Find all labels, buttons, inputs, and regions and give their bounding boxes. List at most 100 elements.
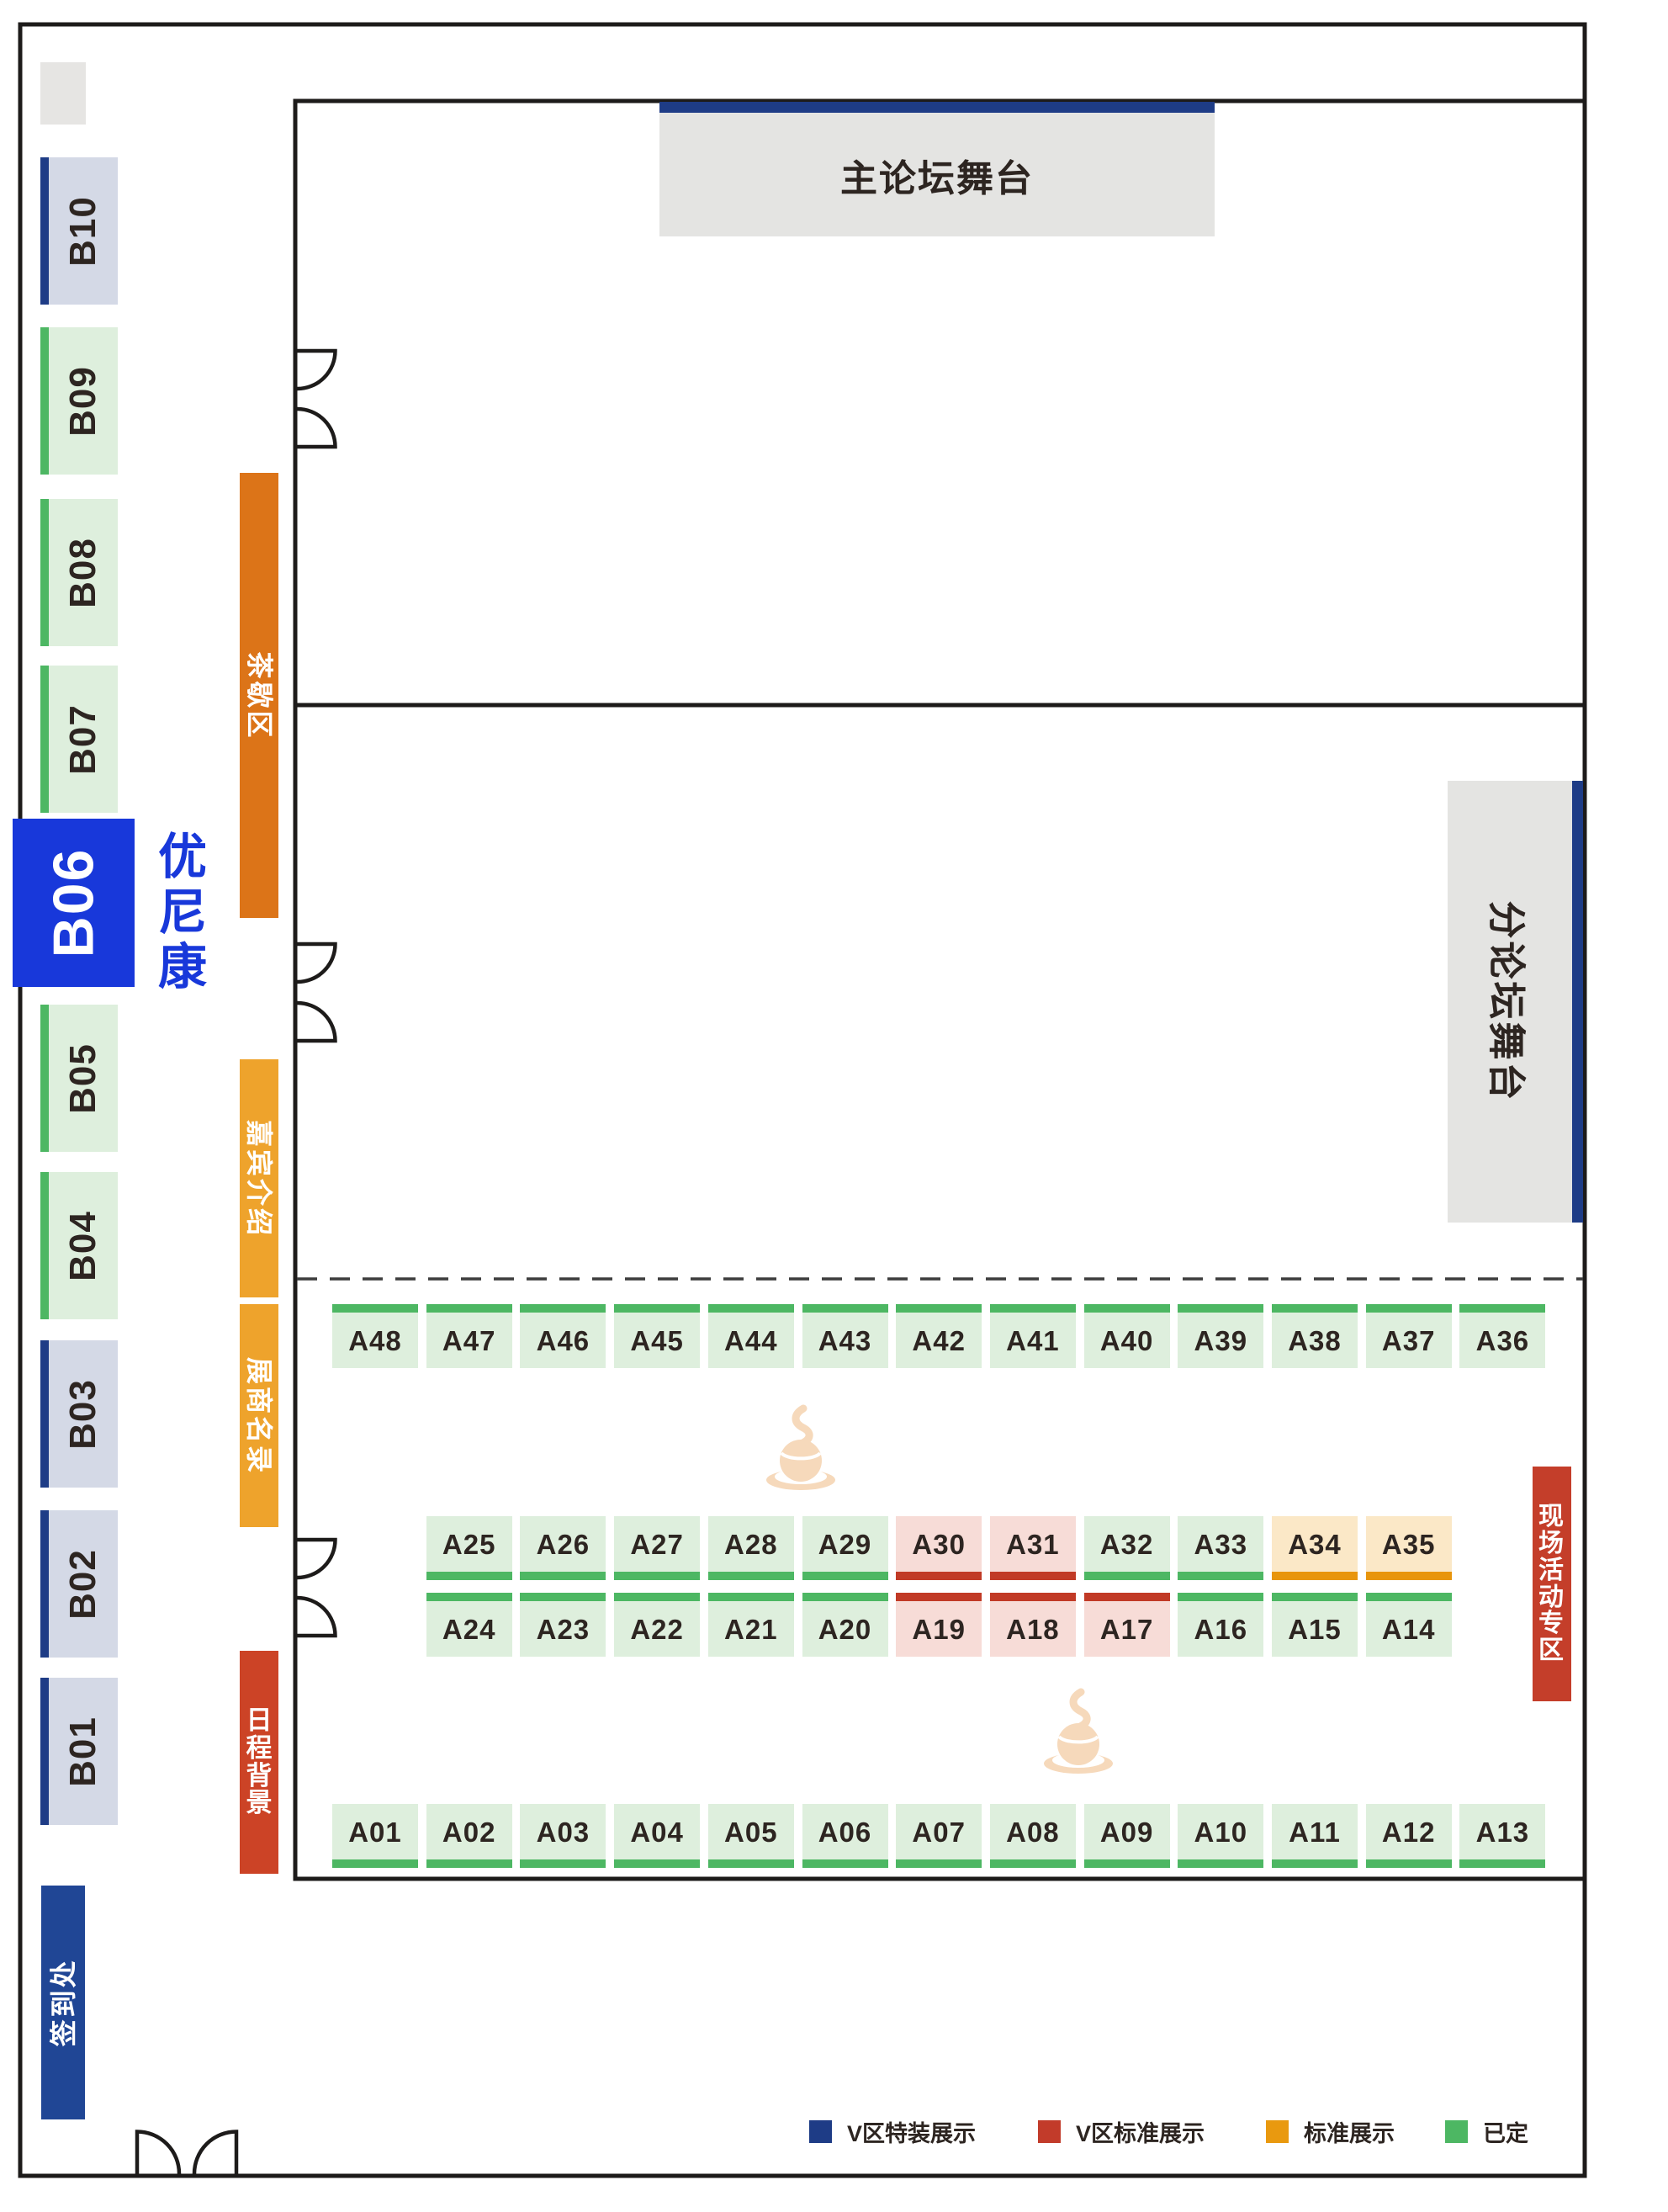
- booth-a25[interactable]: A25: [426, 1516, 512, 1580]
- booth-b05[interactable]: B05: [40, 1005, 118, 1152]
- door-icon-upper: [297, 348, 337, 449]
- booth-label: B01: [62, 1716, 103, 1787]
- booth-a10[interactable]: A10: [1178, 1804, 1264, 1868]
- booth-label: A48: [348, 1324, 402, 1356]
- zone-exhibitor-directory: 展商名录: [240, 1304, 278, 1527]
- featured-booth-label: B06: [41, 847, 106, 958]
- booth-label: B03: [62, 1378, 103, 1450]
- sub-stage-accent-bar: [1572, 781, 1583, 1223]
- zone-tea-break: 茶歇区: [240, 473, 278, 918]
- booth-a02[interactable]: A02: [426, 1804, 512, 1868]
- booth-a42[interactable]: A42: [896, 1304, 982, 1368]
- booth-label: A36: [1475, 1324, 1530, 1356]
- booth-a21[interactable]: A21: [707, 1593, 794, 1657]
- booth-a33[interactable]: A33: [1178, 1516, 1264, 1580]
- booth-a07[interactable]: A07: [896, 1804, 982, 1868]
- booth-b04[interactable]: B04: [40, 1172, 118, 1319]
- legend-item-vip_standard: V区标准展示: [1038, 2115, 1205, 2148]
- booth-a29[interactable]: A29: [802, 1516, 888, 1580]
- booth-label: A19: [912, 1613, 966, 1645]
- booth-a36[interactable]: A36: [1459, 1304, 1546, 1368]
- zone-live-activity-label: 现场活动专区: [1538, 1503, 1565, 1665]
- booth-a08[interactable]: A08: [989, 1804, 1076, 1868]
- main-stage-label: 主论坛舞台: [840, 157, 1034, 199]
- booth-a15[interactable]: A15: [1272, 1593, 1358, 1657]
- legend-swatch-vip_standard: [1038, 2120, 1061, 2143]
- booth-label: A05: [724, 1816, 778, 1848]
- booth-a47[interactable]: A47: [426, 1304, 512, 1368]
- booth-a03[interactable]: A03: [520, 1804, 606, 1868]
- booth-label: A33: [1194, 1528, 1248, 1560]
- booth-a05[interactable]: A05: [707, 1804, 794, 1868]
- main-stage-accent-bar: [659, 102, 1215, 113]
- booth-a44[interactable]: A44: [707, 1304, 794, 1368]
- booth-b07[interactable]: B07: [40, 666, 118, 813]
- booth-label: B05: [62, 1042, 103, 1114]
- booth-label: A10: [1194, 1816, 1248, 1848]
- booth-label: A18: [1006, 1613, 1060, 1645]
- booth-a13[interactable]: A13: [1459, 1804, 1546, 1868]
- booth-a09[interactable]: A09: [1083, 1804, 1170, 1868]
- booth-a19[interactable]: A19: [896, 1593, 982, 1657]
- booth-b10[interactable]: B10: [40, 157, 118, 305]
- booth-label: A29: [818, 1528, 872, 1560]
- zone-sign-in-label: 签到处: [48, 1958, 79, 2047]
- booth-a17[interactable]: A17: [1083, 1593, 1170, 1657]
- booth-label: A20: [818, 1613, 872, 1645]
- booth-a40[interactable]: A40: [1083, 1304, 1170, 1368]
- booth-label: A11: [1289, 1816, 1341, 1848]
- booth-a43[interactable]: A43: [802, 1304, 888, 1368]
- booth-a11[interactable]: A11: [1272, 1804, 1358, 1868]
- booth-a31[interactable]: A31: [989, 1516, 1076, 1580]
- booth-a18[interactable]: A18: [989, 1593, 1076, 1657]
- booth-b03[interactable]: B03: [40, 1340, 118, 1488]
- booth-a38[interactable]: A38: [1272, 1304, 1358, 1368]
- legend-label-vip_special: V区特装展示: [847, 2121, 977, 2146]
- booth-a26[interactable]: A26: [520, 1516, 606, 1580]
- booth-label: A24: [442, 1613, 496, 1645]
- booth-b01[interactable]: B01: [40, 1678, 118, 1825]
- booth-label: B02: [62, 1548, 103, 1620]
- booth-a24[interactable]: A24: [426, 1593, 512, 1657]
- booth-label: A07: [912, 1816, 966, 1848]
- booth-a46[interactable]: A46: [520, 1304, 606, 1368]
- booth-a04[interactable]: A04: [614, 1804, 701, 1868]
- booth-label: A01: [348, 1816, 402, 1848]
- outer-wall: [18, 22, 1587, 2178]
- booth-b08[interactable]: B08: [40, 499, 118, 646]
- booth-a37[interactable]: A37: [1365, 1304, 1452, 1368]
- booth-b09[interactable]: B09: [40, 327, 118, 475]
- booth-a41[interactable]: A41: [989, 1304, 1076, 1368]
- zone-schedule-backdrop: 日程背景: [240, 1651, 278, 1874]
- booth-a28[interactable]: A28: [707, 1516, 794, 1580]
- booth-a20[interactable]: A20: [802, 1593, 888, 1657]
- legend-swatch-reserved: [1445, 2120, 1468, 2143]
- booth-a14[interactable]: A14: [1365, 1593, 1452, 1657]
- zone-guest-intro: 嘉宾介绍: [240, 1059, 278, 1297]
- booth-a16[interactable]: A16: [1178, 1593, 1264, 1657]
- booth-label: A21: [724, 1613, 778, 1645]
- legend-swatch-standard: [1266, 2120, 1289, 2143]
- booth-a34[interactable]: A34: [1272, 1516, 1358, 1580]
- booth-a01[interactable]: A01: [332, 1804, 418, 1868]
- booth-a23[interactable]: A23: [520, 1593, 606, 1657]
- booth-a32[interactable]: A32: [1083, 1516, 1170, 1580]
- booth-label: B09: [62, 365, 103, 437]
- booth-a35[interactable]: A35: [1365, 1516, 1452, 1580]
- booth-a06[interactable]: A06: [802, 1804, 888, 1868]
- featured-booth-b06[interactable]: B06: [13, 819, 135, 987]
- booth-a45[interactable]: A45: [614, 1304, 701, 1368]
- booth-a27[interactable]: A27: [614, 1516, 701, 1580]
- booth-a30[interactable]: A30: [896, 1516, 982, 1580]
- booth-label: A45: [630, 1324, 684, 1356]
- booth-a39[interactable]: A39: [1178, 1304, 1264, 1368]
- booth-label: A28: [724, 1528, 778, 1560]
- booth-label: A04: [630, 1816, 684, 1848]
- booth-a48[interactable]: A48: [332, 1304, 418, 1368]
- booth-b02[interactable]: B02: [40, 1510, 118, 1658]
- booth-label: A31: [1006, 1528, 1060, 1560]
- booth-a22[interactable]: A22: [614, 1593, 701, 1657]
- booth-a12[interactable]: A12: [1365, 1804, 1452, 1868]
